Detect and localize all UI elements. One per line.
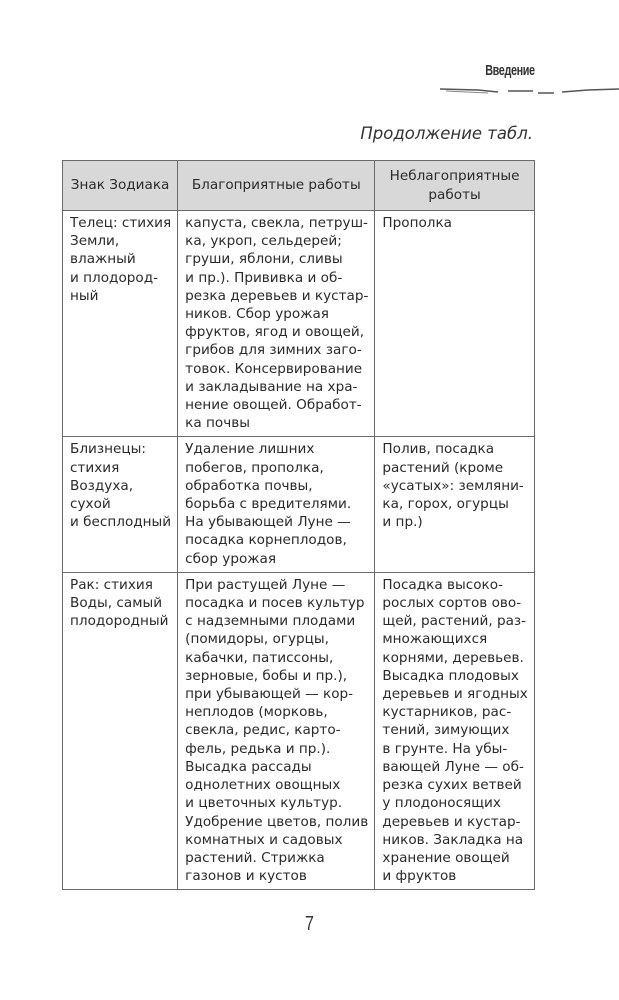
cell-line: и пр.). Прививка и об- xyxy=(185,269,343,286)
unfavorable-cell: Посадка высоко-рослых сортов ово-щей, ра… xyxy=(374,571,535,891)
unfavorable-cell: Полив, посадка растений (кроме «усатых»: з… xyxy=(374,436,535,573)
cell-line: На убывающей Луне — xyxy=(185,514,351,531)
cell-line: борьба с вредителями. xyxy=(185,496,352,513)
cell-line: и плодород- xyxy=(70,269,159,286)
cell-line: и пр.) xyxy=(382,514,423,531)
cell-line: фруктов, ягод и овощей, xyxy=(185,324,365,341)
cell-line: деревьев и кустар- xyxy=(382,813,521,830)
cell-line: тений, зимующих xyxy=(382,722,510,739)
zodiac-table: Знак Зодиака Благоприятные работы Неблаг… xyxy=(61,160,535,891)
cell-line: кустарников, рас- xyxy=(382,704,512,721)
cell-line: ников. Сбор урожая xyxy=(185,306,329,323)
cell-line: Высадка рассады xyxy=(185,758,312,775)
cell-line: сбор урожая xyxy=(185,550,277,567)
cell-line: растений (кроме xyxy=(382,459,504,476)
cell-line: множающихся xyxy=(382,631,488,648)
header-favorable: Благоприятные работы xyxy=(177,160,376,211)
cell-line: у плодоносящих xyxy=(382,795,501,812)
cell-line: Удаление лишних xyxy=(185,441,315,458)
cell-line: рослых сортов ово- xyxy=(382,595,522,612)
cell-line: растений. Стрижка xyxy=(185,849,325,866)
cell-line: и фруктов xyxy=(382,868,457,885)
continuation-label: Продолжение табл. xyxy=(360,124,533,143)
cell-line: Высадка плодовых xyxy=(382,667,519,684)
page-number: 7 xyxy=(305,913,314,935)
decorative-rule xyxy=(439,88,619,94)
cell-line: сухой xyxy=(70,496,111,513)
favorable-cell: При растущей Луне — посадка и посев культ… xyxy=(177,571,376,891)
cell-line: при убывающей — кор- xyxy=(185,686,354,703)
cell-line: ка, укроп, сельдерей; xyxy=(185,233,342,250)
cell-line: кабачки, патиссоны, xyxy=(185,649,334,666)
cell-line: Рак: стихия xyxy=(70,576,153,593)
cell-line: «усатых»: земляни- xyxy=(382,477,524,494)
cell-line: и закладывание на хра- xyxy=(185,378,358,395)
cell-line: резка сухих ветвей xyxy=(382,777,522,794)
cell-line: вающей Луне — об- xyxy=(382,758,524,775)
header-sign: Знак Зодиака xyxy=(61,160,179,211)
cell-line: товок. Консервирование xyxy=(185,360,363,377)
cell-line: свекла, редис, карто- xyxy=(185,722,341,739)
cell-line: обработка почвы, xyxy=(185,477,313,494)
cell-line: хранение овощей xyxy=(382,849,510,866)
favorable-cell: Удаление лишних побегов, прополка, обработ… xyxy=(177,436,376,573)
cell-line: щей, растений, раз- xyxy=(382,613,527,630)
cell-line: резка деревьев и кустар- xyxy=(185,287,369,304)
cell-line: Воздуха, xyxy=(70,477,134,494)
cell-line: ка почвы xyxy=(185,415,251,432)
cell-line: неплодов (морковь, xyxy=(185,704,328,721)
cell-line: посадка и посев культур xyxy=(185,595,365,612)
cell-line: влажный xyxy=(70,251,136,268)
table-row: Рак: стихия Воды, самый плодородный При рас… xyxy=(61,571,535,891)
cell-line: фель, редька и пр.). xyxy=(185,740,331,757)
cell-line: и бесплодный xyxy=(70,514,172,531)
cell-line: грибов для зимних заго- xyxy=(185,342,362,359)
cell-line: Близнецы: xyxy=(70,441,146,458)
cell-line: Посадка высоко- xyxy=(382,576,503,593)
cell-line: груши, яблони, сливы xyxy=(185,251,343,268)
cell-line: Земли, xyxy=(70,233,120,250)
table-header-row: Знак Зодиака Благоприятные работы Неблаг… xyxy=(61,160,535,211)
cell-line: побегов, прополка, xyxy=(185,459,324,476)
cell-line: ный xyxy=(70,287,99,304)
cell-line: нение овощей. Обработ- xyxy=(185,397,362,414)
cell-line: зерновые, бобы и пр.), xyxy=(185,667,348,684)
cell-line: Полив, посадка xyxy=(382,441,495,458)
cell-line: с надземными плодами xyxy=(185,613,356,630)
header-unfavorable: Неблагоприятные работы xyxy=(374,160,535,211)
running-head: Введение xyxy=(485,62,536,79)
cell-line: ников. Закладка на xyxy=(382,831,524,848)
cell-line: Воды, самый xyxy=(70,595,163,612)
table-row: Близнецы: стихия Воздуха, сухой и бесплодный… xyxy=(61,436,535,573)
cell-line: плодородный xyxy=(70,613,169,630)
cell-line: капуста, свекла, петруш- xyxy=(185,215,368,231)
cell-line: посадка корнеплодов, xyxy=(185,532,347,549)
cell-line: стихия xyxy=(70,459,120,476)
cell-line: ка, горох, огурцы xyxy=(382,496,509,513)
table-row: Телец: стихия Земли, влажный и плодород-ный… xyxy=(61,209,535,438)
cell-line: деревьев и ягодных xyxy=(382,686,528,703)
sign-cell: Телец: стихия Земли, влажный и плодород-ный xyxy=(61,209,179,438)
cell-line: в грунте. На убы- xyxy=(382,740,508,757)
cell-line: комнатных и садовых xyxy=(185,831,343,848)
cell-line: При растущей Луне — xyxy=(185,576,346,593)
cell-line: однолетних овощных xyxy=(185,777,341,794)
cell-line: и цветочных культур. xyxy=(185,795,343,812)
cell-line: газонов и кустов xyxy=(185,868,307,885)
cell-line: корнями, деревьев. xyxy=(382,649,524,666)
unfavorable-cell: Прополка xyxy=(374,209,535,438)
sign-cell: Рак: стихия Воды, самый плодородный xyxy=(61,571,179,891)
favorable-cell: капуста, свекла, петруш-ка, укроп, сельд… xyxy=(177,209,376,438)
cell-line: Удобрение цветов, полив xyxy=(185,813,369,830)
cell-line: (помидоры, огурцы, xyxy=(185,631,329,648)
sign-cell: Близнецы: стихия Воздуха, сухой и бесплодный xyxy=(61,436,179,573)
cell-line: Телец: стихия xyxy=(70,215,172,231)
cell-line: Прополка xyxy=(382,215,453,231)
